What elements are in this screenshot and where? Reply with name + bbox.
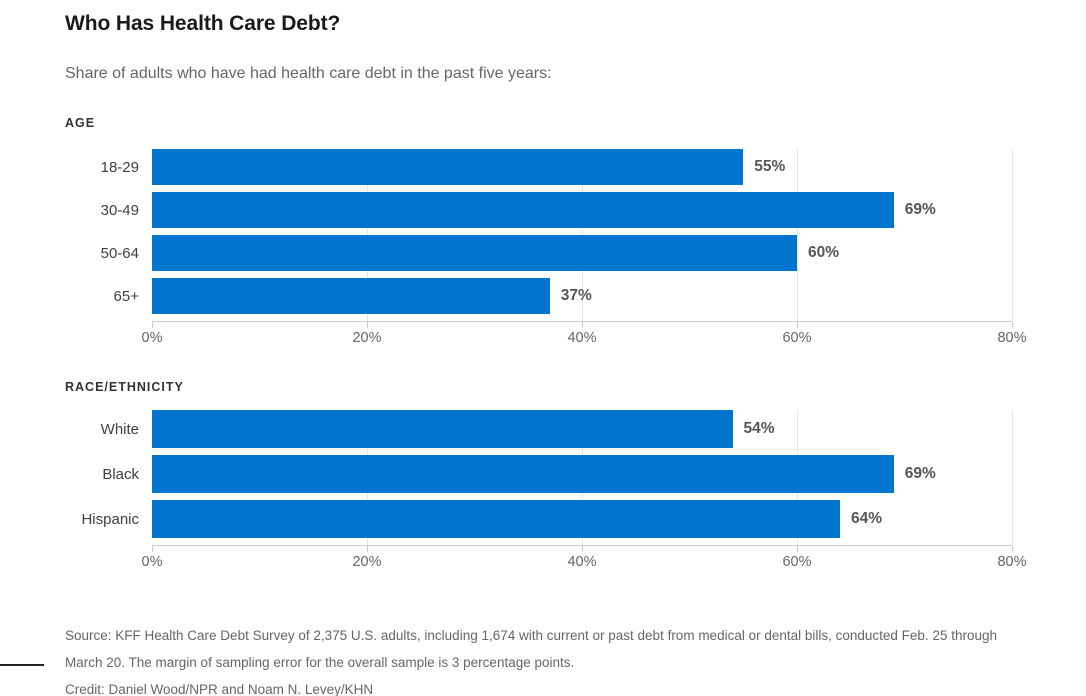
plot-area: 54% 69% 64%: [152, 410, 1013, 546]
axis-tick-label: 80%: [997, 554, 1027, 570]
axis-tick-label: 40%: [567, 330, 597, 346]
bar-chart-race: White Black Hispanic 54% 69% 64% 0% 20% 40% 60%…: [65, 410, 1027, 576]
axis-tick-mark: [582, 546, 583, 552]
bar-50-64: [152, 235, 797, 271]
chart-title: Who Has Health Care Debt?: [65, 12, 341, 35]
bar-row: 69%: [152, 192, 1012, 228]
gridline: [1012, 410, 1013, 545]
axis-tick-label: 0%: [141, 330, 163, 346]
category-labels: White Black Hispanic: [65, 410, 152, 546]
value-label: 60%: [808, 244, 840, 261]
value-label: 55%: [754, 158, 786, 175]
axis-tick-label: 20%: [352, 554, 382, 570]
chart-footer: Source: KFF Health Care Debt Survey of 2…: [65, 622, 1081, 696]
axis-tick-mark: [582, 322, 583, 328]
gridline: [797, 149, 798, 321]
section-label-age: AGE: [65, 116, 96, 130]
bar-65-: [152, 278, 550, 314]
axis-tick-label: 40%: [567, 554, 597, 570]
source-note-line-1: Source: KFF Health Care Debt Survey of 2…: [65, 628, 997, 643]
axis-tick-mark: [152, 322, 153, 328]
category-label: 50-64: [100, 244, 139, 262]
axis-tick-label: 80%: [997, 330, 1027, 346]
axis-tick-mark: [152, 546, 153, 552]
gridline: [1012, 149, 1013, 321]
axis-tick-mark: [367, 322, 368, 328]
bar-row: 37%: [152, 278, 1012, 314]
axis-tick-mark: [797, 322, 798, 328]
source-note: Source: KFF Health Care Debt Survey of 2…: [65, 622, 1081, 676]
value-label: 69%: [904, 465, 936, 482]
bar-chart-age: 18-29 30-49 50-64 65+ 55% 69% 60% 37% 0% 20% 40%…: [65, 149, 1027, 352]
section-label-race: RACE/ETHNICITY: [65, 380, 184, 394]
bar-row: 60%: [152, 235, 1012, 271]
axis-tick-label: 60%: [782, 330, 812, 346]
axis-tick-label: 0%: [141, 554, 163, 570]
bar-hispanic: [152, 500, 840, 538]
axis-tick-label: 20%: [352, 330, 382, 346]
chart-subtitle: Share of adults who have had health care…: [65, 65, 552, 82]
axis-tick-label: 60%: [782, 554, 812, 570]
category-labels: 18-29 30-49 50-64 65+: [65, 149, 152, 322]
category-label: 30-49: [100, 201, 139, 219]
category-label: White: [100, 420, 139, 438]
age-chart-section: AGE 18-29 30-49 50-64 65+ 55% 69% 60% 37% 0% 20…: [65, 116, 1027, 352]
bar-white: [152, 410, 733, 448]
bar-18-29: [152, 149, 744, 185]
x-axis: 0% 20% 40% 60% 80%: [142, 322, 1027, 352]
category-label: Hispanic: [81, 510, 139, 528]
bar-black: [152, 455, 894, 493]
plot-area: 55% 69% 60% 37%: [152, 149, 1013, 322]
bar-row: 55%: [152, 149, 1012, 185]
bar-30-49: [152, 192, 894, 228]
category-label: 18-29: [100, 158, 139, 176]
source-note-line-2: March 20. The margin of sampling error f…: [65, 655, 575, 670]
axis-tick-mark: [797, 546, 798, 552]
race-chart-section: RACE/ETHNICITY White Black Hispanic 54% 69%…: [65, 380, 1027, 576]
value-label: 54%: [743, 420, 775, 437]
bar-row: 54%: [152, 410, 1012, 448]
value-label: 64%: [851, 510, 883, 527]
value-label: 37%: [560, 287, 592, 304]
bar-row: 64%: [152, 500, 1012, 538]
value-label: 69%: [904, 201, 936, 218]
page-edge-rule: [0, 664, 44, 666]
axis-tick-mark: [1012, 322, 1013, 328]
x-axis: 0% 20% 40% 60% 80%: [142, 546, 1027, 576]
axis-tick-mark: [367, 546, 368, 552]
credit-note: Credit: Daniel Wood/NPR and Noam N. Leve…: [65, 682, 374, 696]
category-label: Black: [102, 465, 139, 483]
axis-tick-mark: [1012, 546, 1013, 552]
bar-row: 69%: [152, 455, 1012, 493]
category-label: 65+: [113, 287, 139, 305]
